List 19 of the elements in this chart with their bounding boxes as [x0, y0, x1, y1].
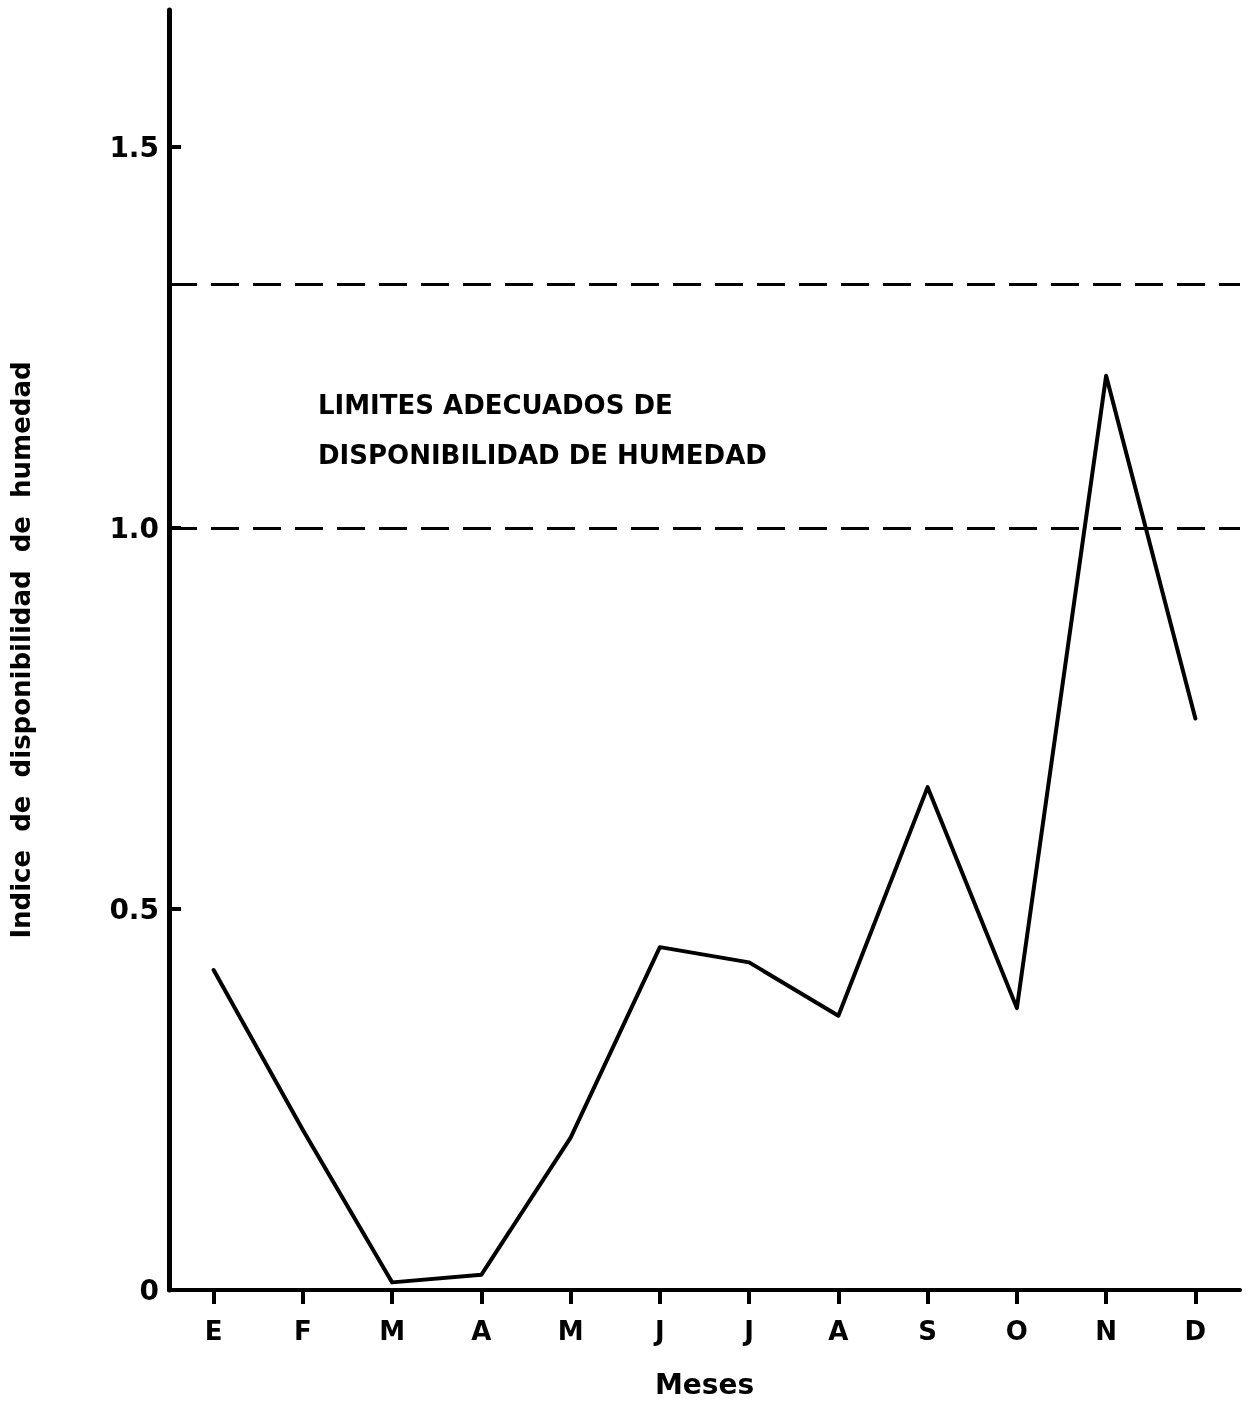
x-tick-label: O — [1005, 1316, 1028, 1346]
y-axis-title: Indice de disponibilidad de humedad — [6, 361, 36, 939]
y-tick-label: 1.5 — [109, 130, 159, 164]
x-tick-label: A — [828, 1316, 849, 1346]
x-tick-label: E — [204, 1316, 223, 1346]
y-tick-label: 0.5 — [109, 892, 159, 926]
x-axis-title: Meses — [654, 1367, 755, 1401]
x-tick-label: J — [742, 1316, 754, 1346]
annotation: LIMITES ADECUADOS DE DISPONIBILIDAD DE HUMEDAD — [318, 390, 767, 470]
y-tick-label: 1.0 — [109, 511, 159, 545]
x-tick-label: D — [1184, 1316, 1207, 1346]
x-tick-label: F — [293, 1316, 312, 1346]
y-tick-label: 0 — [139, 1273, 159, 1307]
x-tick-label: J — [653, 1316, 665, 1346]
x-tick-label: S — [918, 1316, 937, 1346]
x-tick-label: N — [1095, 1316, 1118, 1346]
x-tick-label: A — [471, 1316, 492, 1346]
x-tick-label: M — [557, 1316, 584, 1346]
x-tick-label: M — [379, 1316, 406, 1346]
